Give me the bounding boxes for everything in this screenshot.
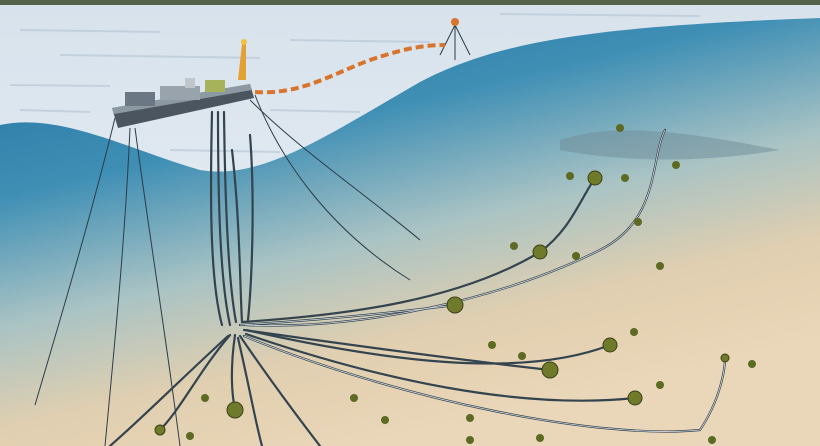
flowlines <box>108 128 727 446</box>
risers <box>209 110 254 327</box>
fpso-vessel <box>112 39 254 128</box>
surface-ripples <box>9 13 701 153</box>
export-hose <box>254 43 446 95</box>
well-satellites <box>186 124 756 444</box>
subsea-wells <box>154 170 730 436</box>
top-strip <box>0 0 820 5</box>
buoy <box>439 18 471 60</box>
seabed-shadow <box>560 130 780 160</box>
mooring-lines <box>34 94 421 446</box>
